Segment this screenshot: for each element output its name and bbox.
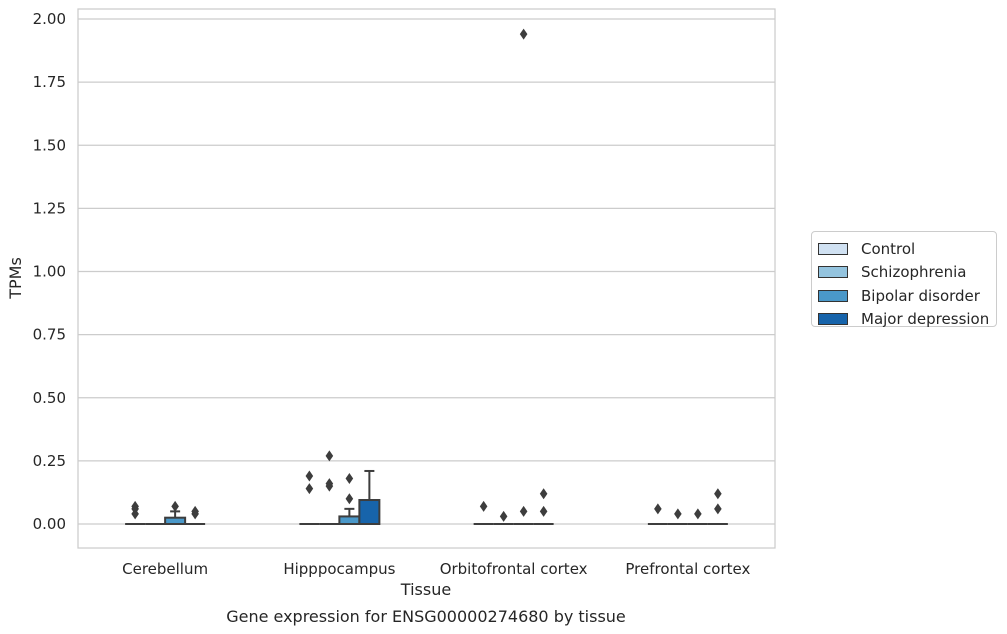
x-axis-label: Tissue	[400, 580, 451, 599]
legend-label-bipolar-disorder: Bipolar disorder	[861, 286, 980, 305]
box-rect	[338, 515, 361, 525]
outliers	[131, 28, 722, 522]
outlier-point	[674, 508, 682, 520]
y-tick-label: 1.25	[33, 199, 66, 217]
legend-item-bipolar-disorder: Bipolar disorder	[812, 284, 996, 308]
outlier-point	[345, 493, 354, 505]
box-0-2	[164, 510, 187, 525]
box-1-2	[338, 507, 361, 525]
x-tick-label: Cerebellum	[122, 560, 208, 578]
grid-lines	[78, 18, 775, 525]
legend-item-major-depression: Major depression	[812, 308, 996, 332]
y-axis-label: TPMs	[6, 257, 25, 300]
outlier-point	[714, 503, 722, 515]
y-tick-label: 0.00	[33, 515, 66, 533]
outlier-point	[325, 478, 334, 490]
boxes	[125, 469, 728, 526]
outlier-point	[499, 510, 508, 522]
outlier-point	[714, 488, 722, 500]
outlier-point	[131, 500, 139, 512]
outlier-point	[519, 505, 528, 517]
legend-swatch-major-depression	[818, 313, 848, 326]
outlier-point	[539, 488, 548, 500]
legend-label-control: Control	[861, 239, 916, 258]
y-tick-label: 0.25	[33, 452, 66, 470]
outlier-point	[519, 28, 528, 40]
outlier-point	[171, 500, 179, 512]
y-tick-label: 1.50	[33, 136, 66, 154]
legend-item-schizophrenia: Schizophrenia	[812, 261, 996, 285]
box-1-3	[358, 469, 381, 526]
box-rect	[358, 499, 381, 526]
legend-swatch-bipolar-disorder	[818, 289, 848, 302]
legend-item-control: Control	[812, 237, 996, 261]
legend-swatch-control	[818, 242, 848, 255]
legend-label-schizophrenia: Schizophrenia	[861, 263, 967, 282]
y-tick-label: 1.75	[33, 73, 66, 91]
outlier-point	[325, 450, 334, 462]
outlier-point	[479, 500, 488, 512]
y-tick-labels: 0.00 0.25 0.50 0.75 1.00 1.25 1.50 1.75 2.00	[33, 10, 66, 533]
outlier-point	[191, 505, 199, 517]
x-tick-label: Prefrontal cortex	[625, 560, 750, 578]
y-tick-label: 0.75	[33, 326, 66, 344]
legend: Control Schizophrenia Bipolar disorder M…	[811, 231, 997, 328]
x-tick-label: Hipppocampus	[283, 560, 395, 578]
chart-caption: Gene expression for ENSG00000274680 by t…	[226, 607, 626, 626]
legend-swatch-schizophrenia	[818, 266, 848, 279]
outlier-point	[305, 483, 314, 495]
plot-frame	[77, 8, 776, 549]
y-tick-label: 0.50	[33, 389, 66, 407]
y-tick-label: 2.00	[33, 10, 66, 28]
outlier-point	[305, 470, 314, 482]
legend-label-major-depression: Major depression	[861, 310, 990, 329]
outlier-point	[539, 505, 548, 517]
outlier-point	[345, 473, 354, 485]
outlier-point	[694, 508, 702, 520]
y-tick-label: 1.00	[33, 263, 66, 281]
outlier-point	[654, 503, 662, 515]
x-tick-labels: Cerebellum Hipppocampus Orbitofrontal cort…	[122, 560, 750, 578]
x-tick-label: Orbitofrontal cortex	[440, 560, 588, 578]
